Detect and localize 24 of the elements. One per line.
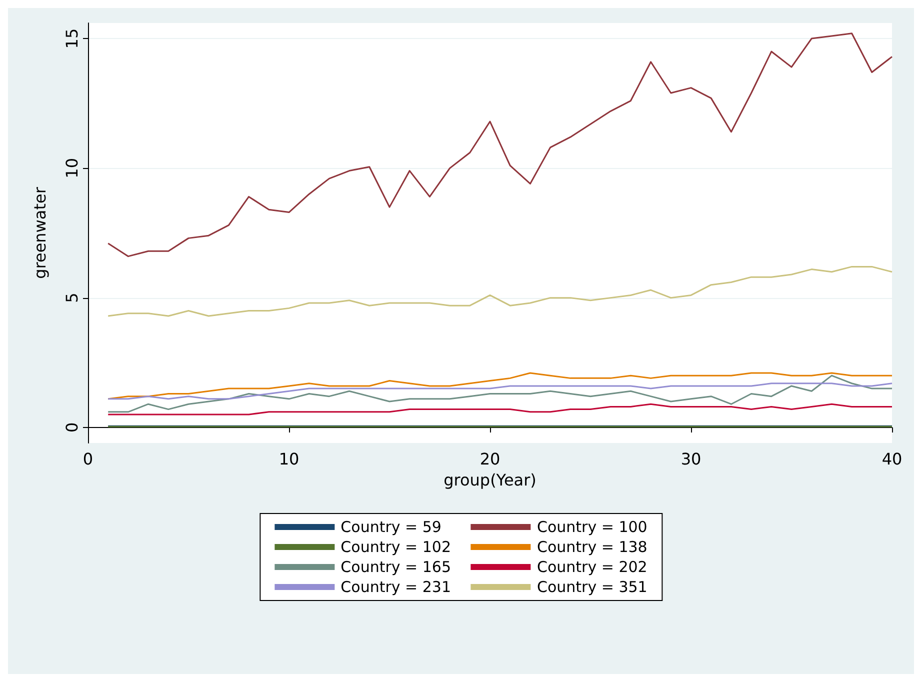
y-axis-title: greenwater <box>30 186 50 279</box>
legend-label: Country = 102 <box>340 538 451 556</box>
y-tick-label: 5 <box>62 292 82 303</box>
line-series <box>107 403 893 416</box>
line-series <box>107 374 893 413</box>
x-tick-label: 20 <box>480 450 500 468</box>
legend-label: Country = 59 <box>340 518 442 536</box>
legend-label: Country = 202 <box>537 558 648 576</box>
legend-label: Country = 165 <box>340 558 451 576</box>
x-tick-label: 0 <box>82 450 94 468</box>
y-tick-label: 0 <box>62 422 82 433</box>
line-series <box>107 32 893 258</box>
x-axis-title: group(Year) <box>444 470 536 490</box>
line-series <box>107 266 893 317</box>
line-series <box>107 382 893 400</box>
x-tick-label: 10 <box>278 450 300 468</box>
y-tick-label: 15 <box>62 28 82 49</box>
y-tick-label: 10 <box>62 158 82 178</box>
legend-label: Country = 100 <box>537 518 648 536</box>
x-tick-label: 40 <box>882 450 902 468</box>
x-tick-label: 30 <box>680 450 702 468</box>
legend-label: Country = 231 <box>340 578 451 596</box>
legend-label: Country = 351 <box>537 578 648 596</box>
legend-label: Country = 138 <box>537 538 648 556</box>
